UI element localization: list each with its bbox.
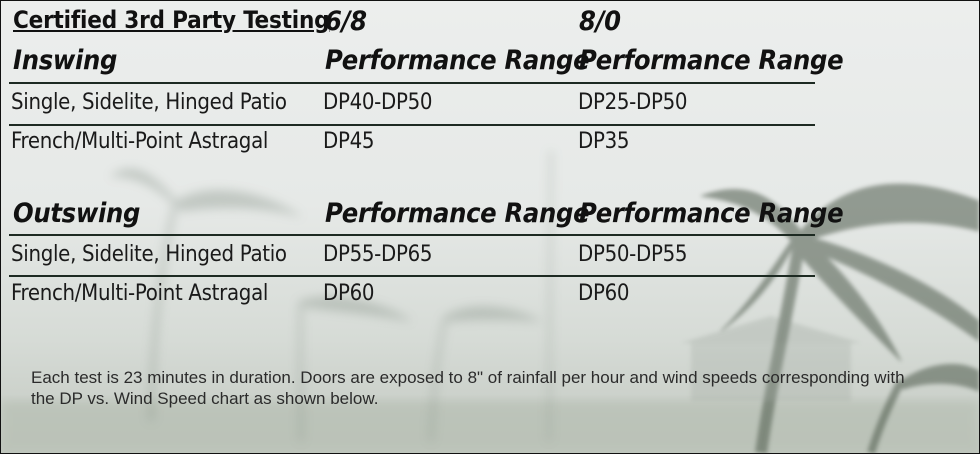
table-cell-range-b: DP25-DP50 xyxy=(578,90,688,115)
table-cell-range-a: DP45 xyxy=(323,129,375,154)
door-size-8-0: 8/0 xyxy=(579,6,621,37)
divider xyxy=(9,234,815,236)
inswing-col-a-header: Performance Range xyxy=(325,45,590,76)
inswing-label: Inswing xyxy=(13,45,118,76)
divider xyxy=(9,82,815,84)
table-cell-type: Single, Sidelite, Hinged Patio xyxy=(11,242,287,267)
door-size-6-8: 6/8 xyxy=(325,6,367,37)
table-cell-range-b: DP60 xyxy=(578,281,630,306)
outswing-col-b-header: Performance Range xyxy=(579,198,844,229)
table-cell-range-a: DP40-DP50 xyxy=(323,90,433,115)
table-cell-type: French/Multi-Point Astragal xyxy=(11,129,269,154)
test-duration-note: Each test is 23 minutes in duration. Doo… xyxy=(31,368,905,408)
outswing-label: Outswing xyxy=(13,198,141,229)
table-cell-range-b: DP50-DP55 xyxy=(578,242,688,267)
divider xyxy=(9,124,815,126)
table-cell-type: Single, Sidelite, Hinged Patio xyxy=(11,90,287,115)
outswing-col-a-header: Performance Range xyxy=(325,198,590,229)
page-title: Certified 3rd Party Testing xyxy=(13,6,330,34)
table-cell-range-b: DP35 xyxy=(578,129,630,154)
divider xyxy=(9,275,815,277)
table-cell-type: French/Multi-Point Astragal xyxy=(11,281,269,306)
table-cell-range-a: DP55-DP65 xyxy=(323,242,433,267)
inswing-col-b-header: Performance Range xyxy=(579,45,844,76)
table-cell-range-a: DP60 xyxy=(323,281,375,306)
